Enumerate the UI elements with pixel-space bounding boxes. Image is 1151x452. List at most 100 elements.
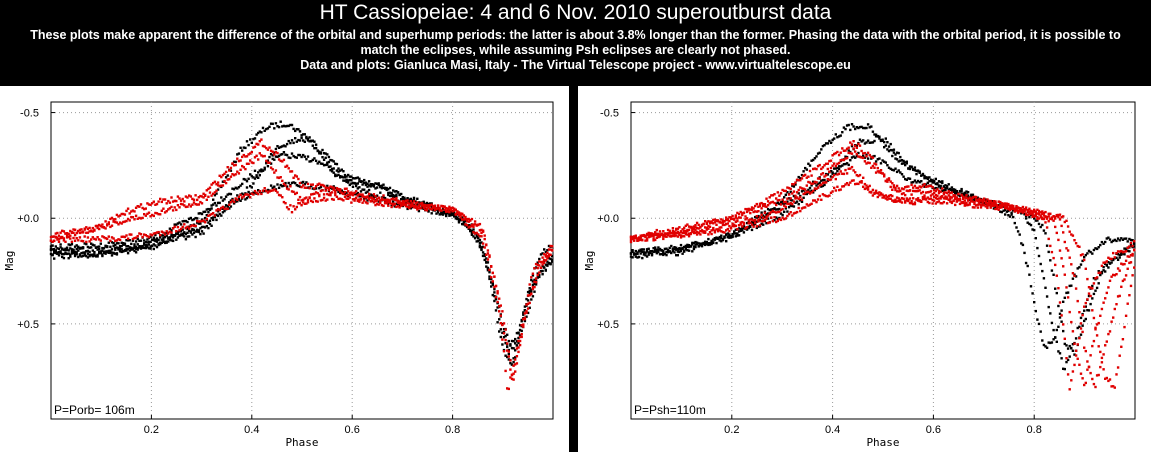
data-point <box>109 245 112 248</box>
data-point <box>345 197 348 200</box>
data-point <box>652 250 655 253</box>
data-point <box>284 181 287 185</box>
data-point <box>694 245 697 249</box>
data-point <box>428 207 432 210</box>
data-point <box>332 188 335 191</box>
data-point <box>544 255 547 258</box>
data-point <box>281 179 284 182</box>
data-point <box>818 151 821 154</box>
data-point <box>691 230 694 233</box>
data-point <box>94 246 98 249</box>
data-point <box>302 198 305 201</box>
data-point <box>1013 210 1016 213</box>
data-point <box>488 268 491 272</box>
data-point <box>876 158 879 161</box>
data-point <box>694 231 697 235</box>
data-point <box>863 126 867 130</box>
data-point <box>257 189 260 192</box>
data-point <box>855 182 858 185</box>
data-point <box>895 200 899 203</box>
data-point <box>276 125 279 128</box>
data-point <box>1018 210 1021 213</box>
data-point <box>184 227 188 230</box>
data-point <box>808 190 812 194</box>
data-point <box>1028 273 1031 276</box>
data-point <box>241 149 244 152</box>
data-point <box>151 238 154 241</box>
data-point <box>1029 212 1033 215</box>
data-point <box>749 208 752 211</box>
data-point <box>85 242 88 246</box>
data-point <box>1057 287 1060 290</box>
data-point <box>660 252 663 256</box>
data-point <box>171 209 175 212</box>
data-point <box>440 210 443 214</box>
data-point <box>189 205 192 208</box>
data-point <box>897 169 900 172</box>
data-point <box>518 343 522 347</box>
data-point <box>162 234 165 237</box>
data-point <box>695 242 699 246</box>
data-point <box>931 181 934 184</box>
data-point <box>390 204 393 207</box>
data-point <box>282 144 286 147</box>
data-point <box>804 191 807 195</box>
data-point <box>154 233 157 237</box>
data-point <box>276 191 279 194</box>
data-point <box>818 194 821 198</box>
data-point <box>802 170 805 173</box>
data-point <box>684 244 687 248</box>
data-point <box>473 223 477 226</box>
data-point <box>167 232 170 235</box>
data-point <box>771 220 775 223</box>
data-point <box>297 177 300 181</box>
data-point <box>364 181 368 184</box>
data-point <box>786 214 789 218</box>
data-point <box>836 150 839 154</box>
data-point <box>973 206 976 209</box>
data-point <box>255 174 258 177</box>
data-point <box>61 236 64 239</box>
data-point <box>123 248 127 252</box>
data-point <box>265 127 268 131</box>
data-point <box>469 229 472 232</box>
data-point <box>345 191 348 194</box>
data-point <box>101 223 104 226</box>
data-point <box>760 216 763 219</box>
data-point <box>1008 206 1012 209</box>
data-point <box>1129 284 1133 288</box>
data-point <box>244 178 247 181</box>
data-point <box>929 194 933 197</box>
data-point <box>691 250 694 253</box>
data-point <box>509 368 512 371</box>
data-point <box>1002 209 1005 212</box>
data-point <box>470 231 474 235</box>
data-point <box>776 199 779 202</box>
data-point <box>850 143 854 146</box>
data-point <box>192 218 196 221</box>
data-point <box>1100 272 1104 275</box>
data-point <box>966 191 970 194</box>
data-point <box>134 245 138 249</box>
data-point <box>136 235 139 238</box>
data-point <box>265 162 268 165</box>
data-point <box>684 224 687 227</box>
data-point <box>330 197 334 201</box>
data-point <box>836 166 839 170</box>
data-point <box>1097 373 1100 377</box>
data-point <box>347 193 350 197</box>
data-point <box>419 206 422 210</box>
data-point <box>170 205 173 209</box>
data-point <box>820 167 823 171</box>
data-point <box>125 247 128 251</box>
data-point <box>868 126 871 129</box>
data-point <box>549 262 552 265</box>
data-point <box>343 176 347 179</box>
data-point <box>461 218 464 221</box>
data-point <box>65 252 69 256</box>
data-point <box>1042 211 1046 215</box>
data-point <box>787 197 791 200</box>
data-point <box>208 222 212 226</box>
data-point <box>1084 253 1087 257</box>
data-point <box>849 181 852 184</box>
